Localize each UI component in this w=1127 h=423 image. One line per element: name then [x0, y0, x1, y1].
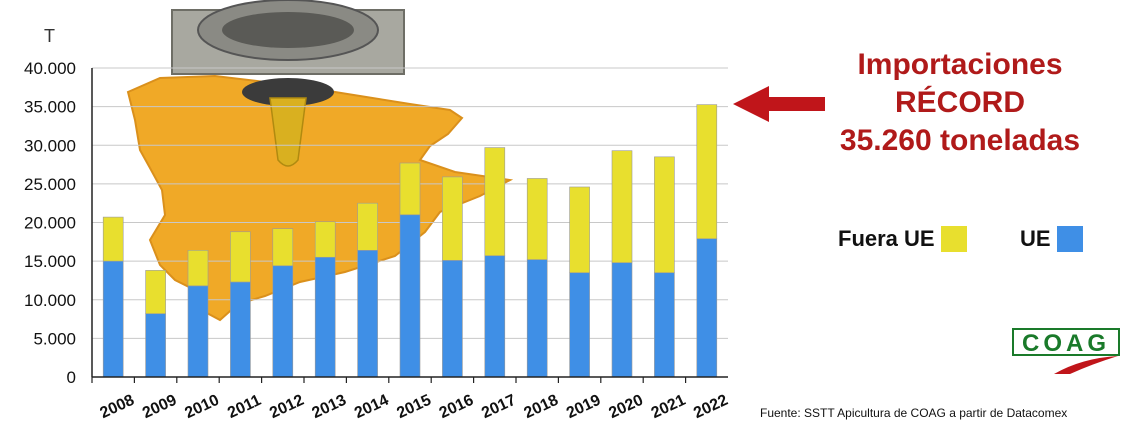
coag-logo-text: COAG [1012, 328, 1120, 357]
bar-fuera-ue-2017 [484, 147, 506, 257]
y-tick-label: 25.000 [24, 175, 76, 194]
bar-fuera-ue-2015 [399, 162, 421, 216]
legend-swatch-ue [1056, 226, 1083, 252]
x-tick-label: 2008 [98, 392, 138, 422]
x-tick-label: 2016 [437, 392, 477, 422]
bar-ue-2020 [611, 262, 633, 378]
y-axis-unit-label: T [44, 26, 55, 46]
x-tick-label: 2022 [691, 392, 731, 422]
bar-ue-2011 [230, 281, 251, 378]
bar-fuera-ue-2020 [611, 150, 633, 263]
headline-line-1: Importaciones [857, 48, 1063, 81]
y-tick-label: 20.000 [24, 214, 76, 233]
bar-fuera-ue-2009 [145, 270, 166, 314]
arrow-left-icon [733, 86, 825, 122]
legend-item-fuera-ue: Fuera UE [838, 224, 967, 254]
bar-fuera-ue-2016 [442, 176, 463, 261]
x-tick-label: 2010 [182, 392, 222, 422]
bar-fuera-ue-2011 [230, 231, 251, 283]
bar-fuera-ue-2014 [357, 202, 378, 251]
bar-ue-2014 [357, 250, 378, 378]
y-tick-label: 5.000 [33, 329, 76, 348]
bar-fuera-ue-2019 [569, 186, 590, 274]
bar-ue-2022 [696, 238, 718, 378]
headline-line-2: RÉCORD [894, 86, 1025, 119]
x-tick-label: 2018 [522, 392, 562, 422]
bar-ue-2013 [314, 256, 336, 378]
x-tick-label: 2019 [564, 392, 604, 422]
bar-ue-2017 [484, 255, 506, 378]
legend-item-ue: UE [1020, 224, 1083, 254]
y-tick-label: 15.000 [24, 252, 76, 271]
bar-ue-2016 [442, 260, 463, 378]
bar-ue-2009 [145, 313, 166, 378]
bar-ue-2021 [654, 272, 675, 378]
bar-ue-2019 [569, 272, 590, 378]
headline: Importaciones RÉCORD 35.260 toneladas [800, 46, 1120, 160]
x-tick-label: 2021 [649, 392, 689, 422]
bar-ue-2012 [272, 265, 294, 378]
x-tick-label: 2017 [479, 392, 519, 422]
x-tick-label: 2014 [352, 392, 392, 422]
bar-fuera-ue-2008 [102, 216, 124, 262]
logo-swoosh-icon [1054, 356, 1118, 374]
bar-ue-2008 [102, 260, 124, 378]
x-tick-label: 2020 [606, 392, 646, 422]
bar-fuera-ue-2012 [272, 228, 294, 267]
legend-swatch-fuera-ue [940, 226, 967, 252]
coag-logo: COAG [1012, 328, 1120, 376]
y-tick-label: 0 [67, 368, 76, 387]
headline-line-3: 35.260 toneladas [839, 124, 1081, 157]
bar-fuera-ue-2013 [314, 221, 336, 258]
bar-ue-2010 [187, 285, 209, 378]
source-note: Fuente: SSTT Apicultura de COAG a partir… [760, 406, 1068, 420]
bars [102, 104, 718, 378]
legend-label-ue: UE [1020, 226, 1051, 251]
y-tick-label: 35.000 [24, 98, 76, 117]
bar-ue-2015 [399, 214, 421, 378]
x-tick-label: 2015 [394, 392, 434, 422]
y-tick-label: 30.000 [24, 136, 76, 155]
stacked-bar-chart: 0 5.000 10.000 15.000 20.000 25.000 30.000 35.0… [24, 0, 731, 422]
spain-map-honey-drain-icon [126, 0, 514, 322]
bar-ue-2018 [526, 259, 548, 378]
bar-fuera-ue-2010 [187, 250, 209, 287]
y-tick-label: 40.000 [24, 59, 76, 78]
x-tick-label: 2011 [225, 392, 264, 422]
legend-label-fuera-ue: Fuera UE [838, 226, 935, 251]
x-tick-label: 2013 [310, 392, 350, 422]
x-tick-label: 2009 [140, 392, 180, 422]
x-tick-label: 2012 [267, 392, 307, 422]
y-tick-label: 10.000 [24, 291, 76, 310]
bar-fuera-ue-2021 [654, 156, 675, 274]
bar-fuera-ue-2022 [696, 104, 718, 240]
bar-fuera-ue-2018 [526, 178, 548, 260]
